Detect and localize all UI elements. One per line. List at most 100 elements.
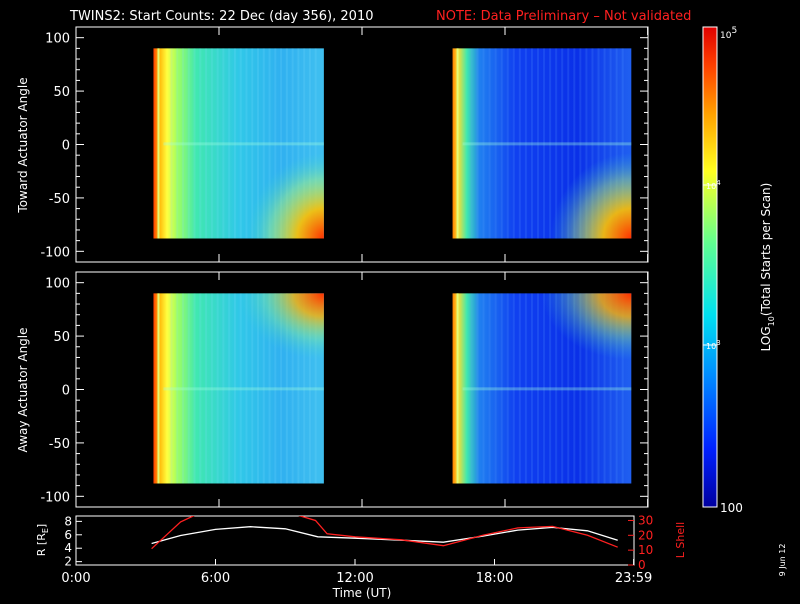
- orbit-right-axis-title: L Shell: [674, 522, 687, 558]
- heatmap-stripe: [210, 48, 213, 239]
- heatmap-stripe: [239, 293, 242, 484]
- heatmap-stripe: [297, 48, 300, 239]
- heatmap-stripe: [239, 48, 242, 239]
- chart-title: TWINS2: Start Counts: 22 Dec (day 356), …: [69, 9, 373, 24]
- colorbar-ticks: [703, 184, 717, 346]
- heatmap-stripe: [543, 293, 546, 484]
- heatmap-stripe: [494, 293, 497, 484]
- heatmap-stripe: [561, 48, 564, 239]
- heatmap-stripe: [314, 293, 317, 484]
- heatmap-stripe: [308, 48, 311, 239]
- heatmap-stripe: [579, 48, 582, 239]
- orbit-left-axis-title: R [RE]: [35, 524, 50, 556]
- heatmap-stripe: [591, 48, 594, 239]
- heatmap-stripe: [182, 293, 185, 484]
- heatmap-stripe: [205, 48, 208, 239]
- heatmap-stripe: [193, 48, 196, 239]
- heatmap-stripe: [482, 48, 485, 239]
- heatmap-hot-region: [550, 152, 632, 239]
- heatmap-stripe: [291, 48, 294, 239]
- preliminary-note: NOTE: Data Preliminary – Not validated: [436, 9, 691, 24]
- heatmap-stripe: [512, 293, 515, 484]
- away-axis-title: Away Actuator Angle: [16, 327, 30, 452]
- heatmap-zero-band: [462, 387, 632, 391]
- colorbar-tick-100k: 105: [720, 26, 737, 41]
- radius-line: [151, 526, 618, 545]
- heatmap-stripe: [251, 293, 254, 484]
- heatmap-stripe: [549, 48, 552, 239]
- heatmap-stripe: [199, 48, 202, 239]
- heatmap-stripe: [482, 293, 485, 484]
- heatmap-stripe: [585, 48, 588, 239]
- heatmap-stripe: [555, 293, 558, 484]
- x-tick-label: 23:59: [615, 571, 652, 586]
- heatmap-stripe: [530, 293, 533, 484]
- orbit-lines: [151, 516, 618, 550]
- heatmap-stripe: [609, 293, 612, 484]
- y-tick-label: 50: [53, 85, 70, 100]
- heatmap-stripe: [216, 48, 219, 239]
- y-tick-label: 50: [53, 330, 70, 345]
- heatmap-stripe: [222, 48, 225, 239]
- heatmap-stripe: [182, 48, 185, 239]
- orbit-left-tick-label: 2: [64, 555, 72, 569]
- heatmap-stripe: [506, 293, 509, 484]
- x-tick-label: 12:00: [336, 571, 373, 586]
- heatmap-stripe: [536, 48, 539, 239]
- heatmap-stripe: [506, 48, 509, 239]
- heatmap-stripe: [585, 293, 588, 484]
- heatmap-zero-band: [462, 142, 632, 146]
- heatmap-edge-line: [456, 293, 459, 484]
- heatmap-stripe: [297, 293, 300, 484]
- heatmap-stripe: [500, 293, 503, 484]
- l-shell-line: [151, 516, 618, 550]
- toward-axis-title: Toward Actuator Angle: [16, 77, 30, 213]
- orbit-right-tick-label: 30: [638, 513, 653, 527]
- orbit-right-tick-label: 10: [638, 543, 653, 557]
- heatmap-stripe: [488, 293, 491, 484]
- heatmap-stripe: [285, 293, 288, 484]
- heatmap-stripe: [303, 48, 306, 239]
- heatmap-stripe: [524, 48, 527, 239]
- heatmap-stripe: [274, 48, 277, 239]
- heatmap-stripe: [549, 293, 552, 484]
- heatmap-stripe: [476, 293, 479, 484]
- y-tick-label: -50: [49, 192, 70, 207]
- heatmap-stripe: [573, 48, 576, 239]
- heatmap-stripe: [603, 48, 606, 239]
- heatmap-stripe: [561, 293, 564, 484]
- y-tick-label: -100: [40, 490, 70, 505]
- heatmap-stripe: [251, 48, 254, 239]
- heatmap-edge-line: [456, 48, 459, 239]
- heatmap-hot-region: [247, 152, 324, 239]
- heatmap-stripe: [500, 48, 503, 239]
- heatmap-hot-region: [238, 293, 324, 360]
- heatmap-stripe: [280, 48, 283, 239]
- heatmap-stripe: [228, 48, 231, 239]
- heatmap-stripe: [518, 293, 521, 484]
- x-tick-label: 6:00: [201, 571, 230, 586]
- heatmap-hot-region: [541, 293, 632, 360]
- heatmap-stripe: [567, 293, 570, 484]
- heatmap-stripe: [524, 293, 527, 484]
- heatmap-stripe: [615, 48, 618, 239]
- x-axis: 0:00 6:00 12:00 18:00 23:59: [61, 27, 652, 586]
- y-tick-label: 100: [45, 32, 70, 47]
- orbit-left-tick-label: 4: [64, 541, 72, 555]
- y-tick-label: -100: [40, 245, 70, 260]
- heatmap-stripe: [176, 293, 179, 484]
- heatmap-stripe: [476, 48, 479, 239]
- heatmap-stripe: [257, 48, 260, 239]
- heatmap-stripe: [205, 293, 208, 484]
- heatmap-stripe: [257, 293, 260, 484]
- away-y-axis: 100 50 0 -50 -100: [40, 277, 648, 505]
- heatmap-stripe: [268, 293, 271, 484]
- heatmap-stripe: [573, 293, 576, 484]
- orbit-right-tick-label: 20: [638, 528, 653, 542]
- heatmap-stripe: [233, 293, 236, 484]
- heatmap-stripe: [176, 48, 179, 239]
- colorbar-tick-1k: 103: [706, 339, 721, 351]
- heatmap-stripe: [262, 293, 265, 484]
- heatmap-stripe: [245, 293, 248, 484]
